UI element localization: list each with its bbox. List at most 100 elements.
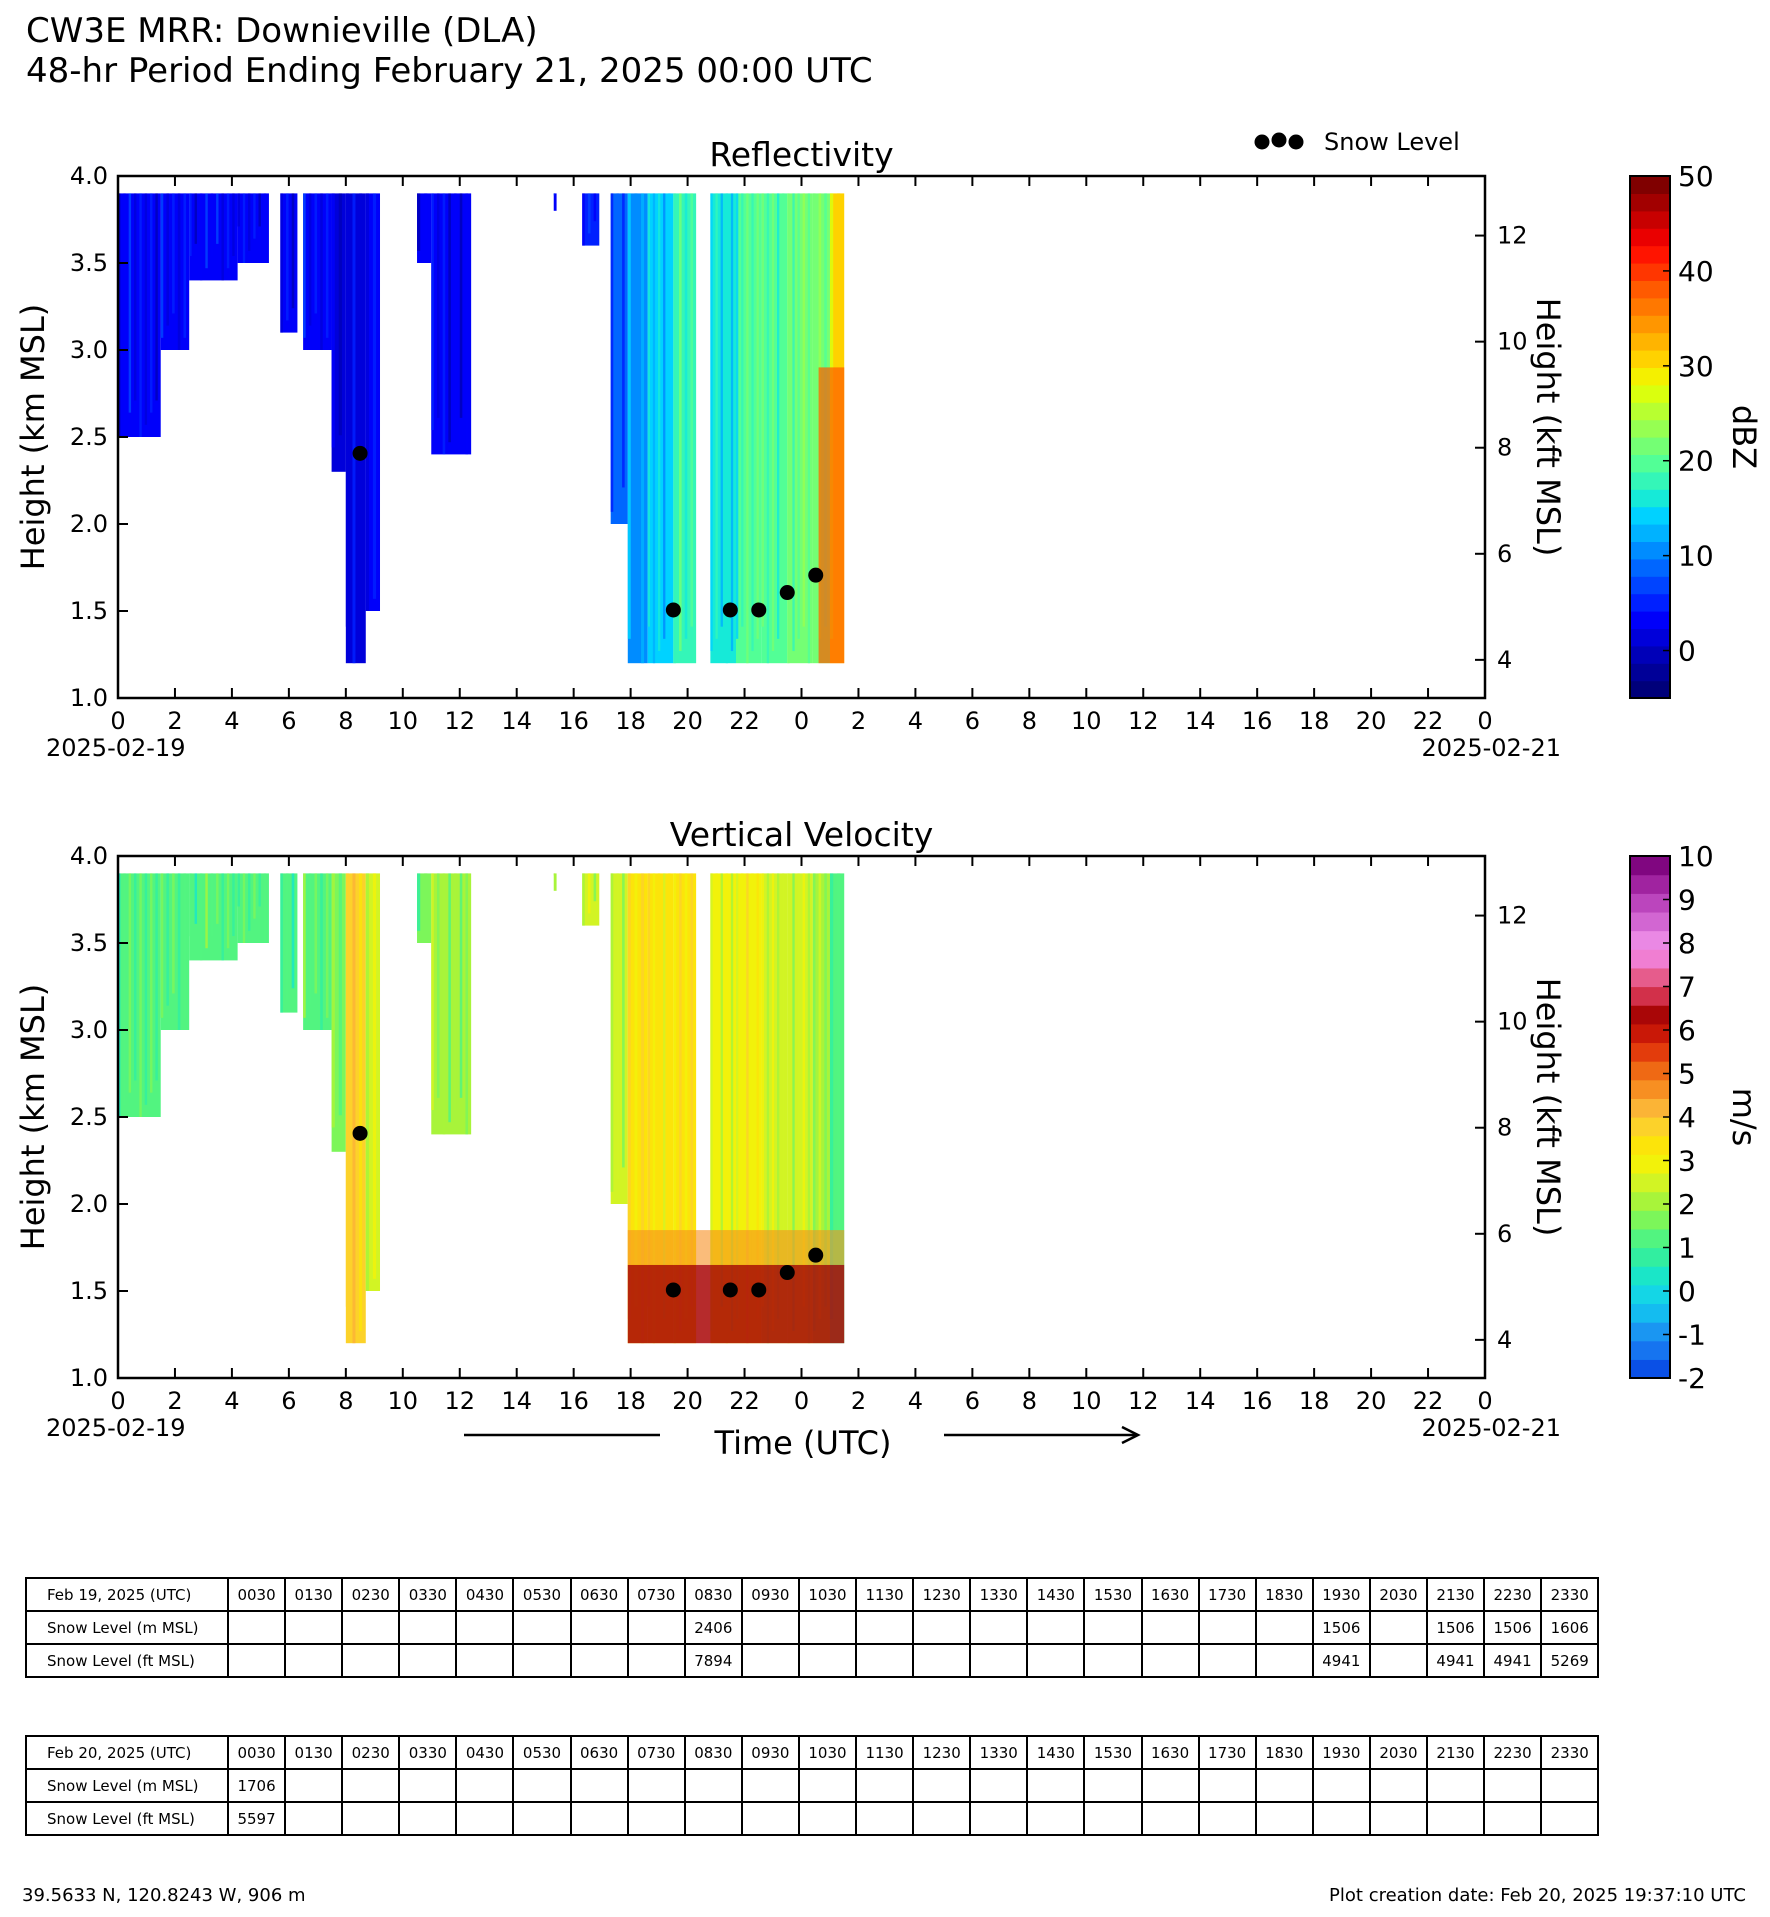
snow-level-point (665, 1282, 681, 1298)
colorbar-segment (1630, 228, 1670, 247)
colorbar-segment (1630, 402, 1670, 421)
echo-stripe (314, 873, 318, 994)
echo-stripe (308, 193, 312, 326)
row-label: Snow Level (m MSL) (25, 1610, 229, 1645)
echo-stripe (155, 193, 158, 401)
time-cell: 1030 (797, 1577, 858, 1612)
value-cell (398, 1768, 458, 1803)
x-tick-label: 4 (908, 707, 923, 735)
x-tick-label: 14 (1185, 1387, 1216, 1415)
value-cell: 5269 (1540, 1643, 1600, 1678)
time-cell: 1730 (1197, 1577, 1257, 1612)
echo-stripe (652, 873, 656, 1344)
echo-stripe (210, 873, 214, 937)
echo-stripe (582, 873, 585, 926)
echo-stripe (616, 193, 619, 500)
echo-stripe (123, 193, 126, 425)
echo-stripe (320, 873, 323, 1030)
colorbar-tick-label: 10 (1678, 840, 1714, 873)
x-start-date: 2025-02-19 (46, 734, 185, 762)
x-tick-label: 6 (965, 1387, 980, 1415)
value-cell (512, 1643, 572, 1678)
echo-stripe (690, 193, 693, 627)
echo-stripe (134, 193, 137, 401)
colorbar-tick-label: 6 (1678, 1014, 1696, 1047)
echo-stripe (194, 193, 197, 244)
value-cell (455, 1610, 515, 1645)
echo-stripe (166, 193, 169, 326)
colorbar-segment (1630, 874, 1670, 894)
value-cell (1254, 1610, 1314, 1645)
colorbar-tick-label: 0 (1678, 635, 1696, 668)
x-tick-label: 14 (501, 1387, 532, 1415)
value-cell: 4941 (1425, 1643, 1486, 1678)
x-tick-label: 18 (615, 707, 646, 735)
colorbar-tick-label: 8 (1678, 927, 1696, 960)
colorbar-segment (1630, 1303, 1670, 1323)
x-tick-label: 20 (1356, 707, 1387, 735)
echo-stripe (720, 873, 723, 1307)
time-cell: 0530 (512, 1577, 572, 1612)
x-tick-label: 0 (110, 707, 125, 735)
echo-stripe (663, 193, 666, 639)
x-tick-label: 0 (1477, 1387, 1492, 1415)
reflectivity-panel: Reflectivity 1.0 1.5 2.0 2.5 3.0 3.5 4.0 Height … (14, 128, 1763, 762)
echo-stripe (189, 873, 192, 937)
y2-tick-label: 8 (1497, 434, 1512, 462)
snow-level-point (808, 567, 824, 583)
time-header-row: Feb 19, 2025 (UTC) 0030 0130 0230 0330 0430 05… (25, 1577, 1600, 1612)
time-cell: 2030 (1368, 1577, 1428, 1612)
y-tick-label: 4.0 (70, 842, 108, 870)
value-cell (284, 1768, 344, 1803)
echo-stripe (286, 193, 289, 321)
echo-stripe (807, 193, 811, 664)
value-cell (1311, 1768, 1371, 1803)
colorbar-segment (1630, 210, 1670, 229)
colorbar-tick-label: 3 (1678, 1145, 1696, 1178)
echo-stripe (812, 193, 816, 652)
colorbar-segment (1630, 176, 1670, 194)
x-tick-label: 2 (851, 1387, 866, 1415)
echo-stripe (818, 873, 822, 1319)
colorbar-segment (1630, 1191, 1670, 1211)
time-cell: 0730 (626, 1577, 686, 1612)
echo-stripe (802, 193, 805, 627)
snow-level-point (779, 585, 795, 601)
y2-tick-label: 10 (1497, 1008, 1528, 1036)
echo-stripe (792, 873, 795, 1332)
echo-stripe (647, 193, 651, 627)
y-tick-label: 4.0 (70, 162, 108, 190)
echo-stripe (829, 873, 834, 1319)
x-tick-label: 6 (965, 707, 980, 735)
x-tick-label: 12 (1128, 1387, 1159, 1415)
x-tick-label: 10 (1071, 707, 1102, 735)
echo-stripe (436, 193, 440, 418)
value-cell (1483, 1801, 1543, 1836)
colorbar-tick-label: 30 (1678, 350, 1714, 383)
x-tick-label: 16 (1242, 707, 1273, 735)
echo-low-band (627, 1264, 845, 1344)
echo-stripe (741, 193, 744, 627)
echo-stripe (710, 193, 713, 652)
echo-stripe (248, 193, 251, 251)
x-tick-label: 20 (672, 1387, 703, 1415)
echo-stripe (684, 873, 688, 1319)
colorbar-segment (1630, 1042, 1670, 1062)
colorbar-segment (1630, 1135, 1670, 1155)
y2-tick-label: 10 (1497, 328, 1528, 356)
snow-level-point (352, 445, 368, 461)
echo-stripe (684, 193, 688, 639)
echo-column (189, 873, 238, 961)
time-cell: 0330 (398, 1577, 458, 1612)
colorbar-tick-label: 5 (1678, 1058, 1696, 1091)
time-cell: 1830 (1254, 1577, 1314, 1612)
echo-stripe (424, 193, 428, 239)
echo-stripe (331, 873, 335, 1128)
value-cell (855, 1801, 915, 1836)
echo-stripe (365, 873, 369, 1291)
echo-stripe (673, 193, 676, 664)
echo-stripe (160, 873, 164, 1018)
value-cell (969, 1801, 1029, 1836)
x-tick-label: 10 (388, 1387, 419, 1415)
value-cell (1197, 1768, 1257, 1803)
